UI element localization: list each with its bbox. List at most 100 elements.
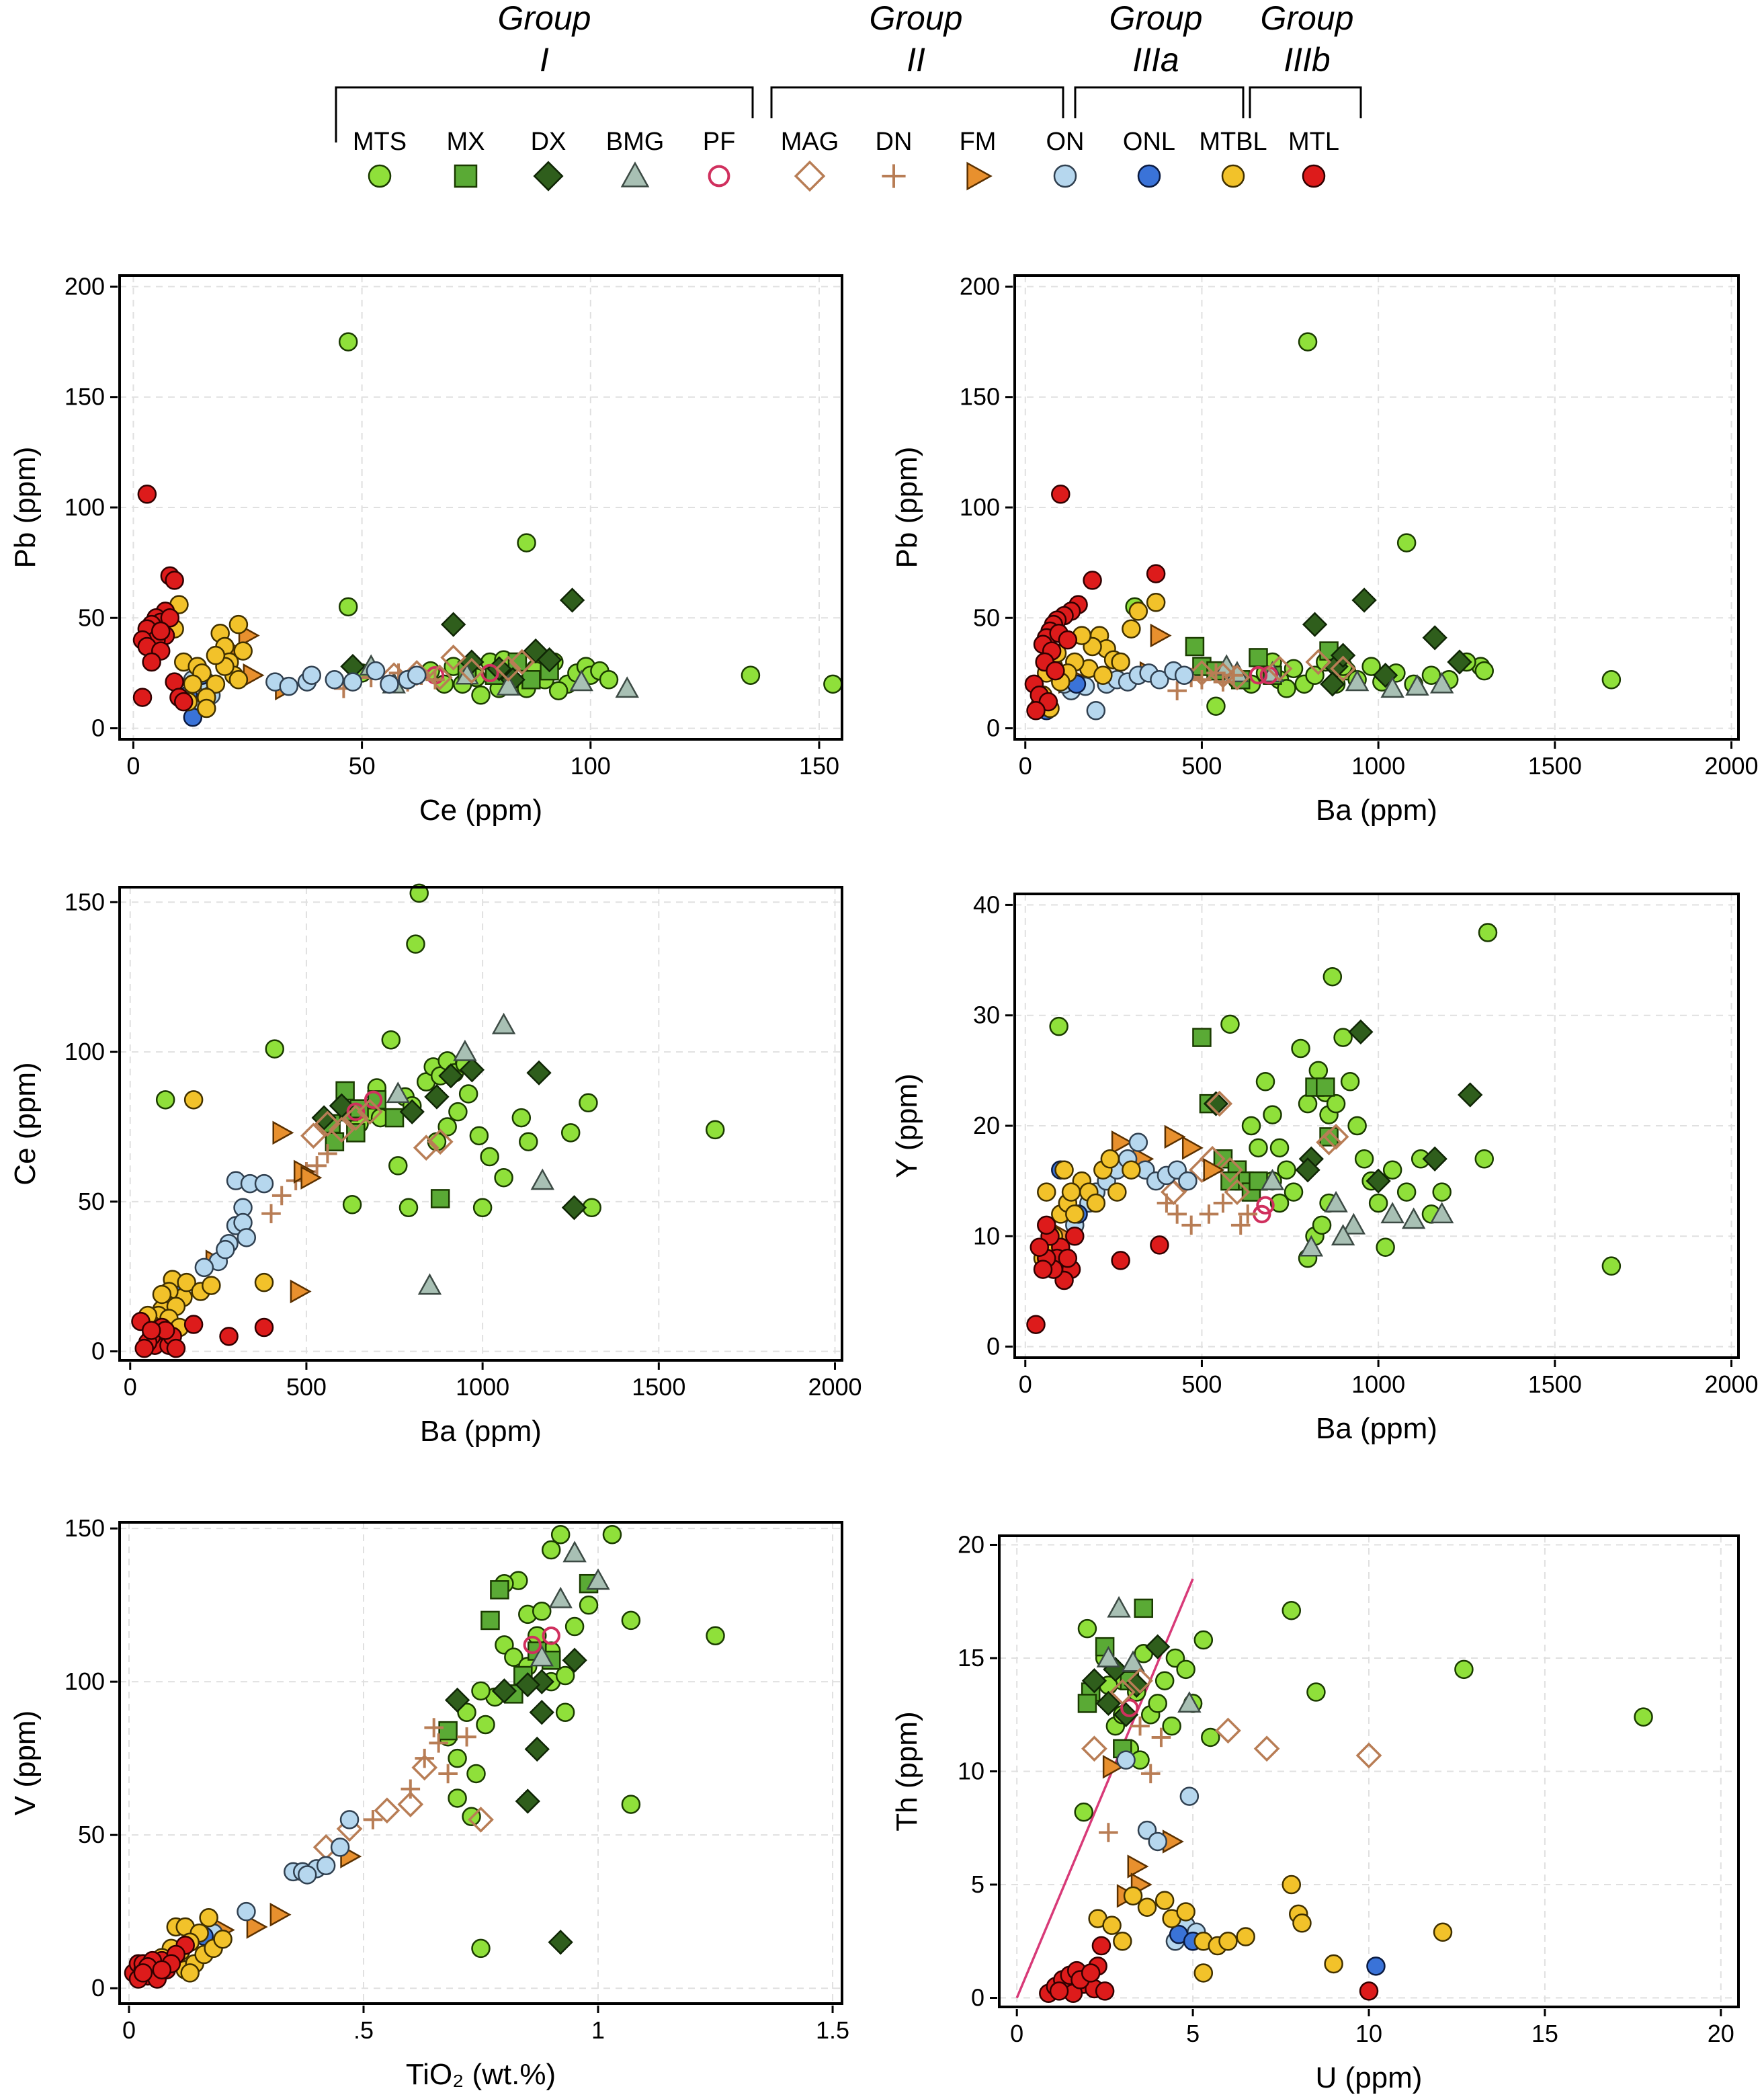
data-point — [183, 674, 203, 694]
data-point — [1291, 1038, 1310, 1059]
data-point — [444, 1687, 470, 1713]
series-dx — [340, 587, 585, 692]
data-point — [1206, 696, 1226, 716]
data-point — [363, 1810, 383, 1829]
data-point — [1174, 665, 1194, 685]
data-point — [1220, 1014, 1240, 1034]
data-point — [1433, 1922, 1453, 1942]
data-point — [1282, 1600, 1302, 1620]
data-point — [1298, 332, 1318, 352]
data-point — [1111, 1130, 1133, 1155]
data-point — [1401, 1207, 1426, 1229]
legend-group-bracket — [335, 86, 754, 142]
data-point — [233, 641, 253, 661]
data-point — [1382, 1160, 1402, 1180]
data-point — [1458, 1082, 1483, 1108]
series-mag — [300, 1098, 454, 1161]
legend-group-bracket — [770, 86, 1064, 118]
data-point — [455, 663, 479, 685]
data-point — [1380, 1202, 1404, 1224]
plot-frame — [118, 1521, 843, 2005]
data-point — [1324, 1954, 1343, 1974]
data-point — [1206, 1090, 1233, 1117]
data-point — [381, 1030, 401, 1050]
legend-label: MTL — [1288, 128, 1339, 156]
series-on — [1065, 1133, 1198, 1235]
y-tick-label: 0 — [971, 1984, 984, 2012]
data-point — [517, 533, 536, 552]
data-point — [532, 1602, 552, 1621]
data-point — [160, 608, 180, 628]
data-point — [448, 1102, 468, 1122]
data-point — [1116, 1750, 1136, 1770]
data-point — [1051, 485, 1070, 504]
data-point — [1236, 1927, 1255, 1946]
data-point — [1368, 1193, 1388, 1213]
data-point — [1151, 1727, 1171, 1747]
data-point — [1366, 1168, 1391, 1194]
data-point — [559, 587, 585, 613]
data-point — [1266, 655, 1293, 682]
series-pf — [346, 1090, 383, 1121]
data-point — [548, 1586, 573, 1608]
data-point — [339, 1810, 360, 1829]
x-tick-label: 1500 — [1528, 1370, 1582, 1398]
y-tick-label: 150 — [65, 1514, 105, 1542]
data-point — [1046, 661, 1065, 681]
data-point — [388, 1156, 408, 1176]
data-point — [1150, 623, 1172, 648]
data-point — [213, 1929, 233, 1949]
data-point — [1396, 1182, 1417, 1202]
data-point — [1026, 701, 1046, 721]
data-point — [1181, 1136, 1204, 1160]
data-point — [548, 1930, 573, 1955]
data-point — [438, 1721, 458, 1741]
y-tick-label: 0 — [91, 1337, 105, 1365]
data-point — [1107, 1182, 1127, 1202]
data-point — [197, 698, 216, 718]
legend-label: MTBL — [1199, 128, 1267, 156]
data-point — [1255, 1072, 1275, 1092]
data-point — [183, 1090, 204, 1110]
data-point — [1215, 1717, 1241, 1744]
data-point — [457, 1702, 476, 1723]
y-tick-label: 50 — [973, 604, 1000, 631]
y-tick-label: 0 — [91, 714, 105, 742]
data-point — [529, 1700, 554, 1725]
data-point — [194, 1258, 214, 1278]
data-point — [1065, 1204, 1085, 1224]
plot-frame — [1013, 274, 1740, 741]
scatter-v-vs-tio2: 0 .5 1 1.5 0 50 100 150 TiO₂ (wt.%) V (ppm) — [9, 1514, 849, 2091]
data-point — [330, 1838, 350, 1857]
data-point — [472, 1198, 493, 1218]
series-mx — [1192, 1028, 1339, 1202]
data-point — [1282, 1875, 1302, 1895]
data-point — [1127, 1668, 1153, 1694]
data-point — [1316, 1129, 1342, 1156]
data-point — [621, 1795, 641, 1814]
data-point — [302, 665, 322, 685]
data-point — [1333, 1028, 1353, 1047]
y-tick-label: 50 — [78, 604, 105, 631]
data-point — [1447, 649, 1472, 675]
data-point — [399, 1099, 425, 1124]
data-point — [1224, 1179, 1251, 1205]
data-point — [515, 1788, 540, 1814]
data-point — [471, 1681, 491, 1701]
data-point — [1354, 1149, 1374, 1169]
data-point — [621, 1610, 641, 1631]
data-point — [342, 1195, 362, 1215]
data-point — [1422, 625, 1447, 651]
legend-label: MX — [447, 128, 485, 156]
data-point — [511, 1108, 532, 1128]
data-point — [1148, 1694, 1167, 1713]
data-point — [1213, 672, 1233, 692]
data-point — [530, 1168, 554, 1190]
data-point — [457, 1727, 476, 1747]
x-tick-label: 500 — [1181, 1370, 1222, 1398]
data-point — [1203, 1157, 1225, 1182]
data-point — [1634, 1707, 1653, 1727]
data-point — [316, 1856, 336, 1876]
x-tick-label: 0 — [124, 1373, 137, 1401]
data-point — [1601, 670, 1622, 690]
